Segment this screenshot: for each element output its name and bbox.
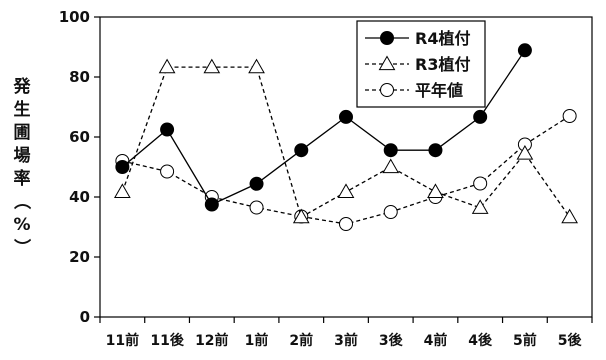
data-point [203, 58, 221, 74]
data-point [204, 197, 219, 212]
y-axis-label-char: 場 [14, 146, 31, 166]
series-3 [115, 109, 577, 231]
x-tick-label: 12前 [195, 332, 228, 349]
series-line [122, 115, 570, 225]
x-tick-label: 5前 [513, 332, 537, 349]
plot-area-frame [99, 16, 593, 318]
y-tick-label: 100 [59, 8, 90, 26]
data-point [115, 160, 130, 174]
legend-label: R4植付 [415, 29, 470, 48]
data-point [160, 164, 175, 179]
data-point [427, 183, 444, 199]
x-tick-label: 3後 [379, 332, 404, 349]
y-tick-label: 0 [80, 308, 90, 326]
y-axis-label-char: 生 [14, 99, 31, 120]
data-point [158, 58, 176, 74]
y-axis-label-char: ） [11, 239, 32, 256]
y-axis-label-char: 率 [14, 168, 31, 189]
data-point [292, 208, 310, 224]
y-axis-label-char: % [13, 215, 30, 235]
data-point [516, 144, 534, 160]
data-point [382, 158, 400, 174]
series-1 [115, 43, 532, 212]
y-axis-label-char: 発 [13, 76, 32, 97]
legend-marker [378, 55, 396, 71]
x-tick-label: 2前 [289, 332, 313, 349]
data-point [383, 143, 398, 158]
y-axis-label-char: （ [11, 193, 32, 210]
legend-box [356, 20, 486, 108]
x-tick-label: 3前 [334, 332, 358, 349]
x-tick-label: 11前 [106, 332, 139, 349]
data-point [561, 208, 578, 224]
series-2 [114, 58, 578, 224]
data-point [471, 199, 489, 214]
legend-marker [380, 31, 394, 45]
x-tick-label: 5後 [558, 332, 583, 349]
x-tick-label: 4前 [424, 332, 448, 349]
y-tick-label: 40 [69, 188, 90, 206]
y-tick-label: 60 [69, 128, 90, 146]
data-point [114, 183, 131, 199]
data-point [249, 200, 264, 215]
y-axis-label-char: 圃 [14, 123, 31, 143]
series-line [121, 49, 526, 206]
y-tick-label: 80 [69, 68, 90, 86]
y-tick-label: 20 [69, 248, 90, 266]
data-point [428, 143, 443, 158]
x-tick-label: 1前 [245, 332, 269, 349]
x-tick-label: 4後 [468, 332, 493, 349]
data-point [473, 176, 488, 191]
data-point [562, 109, 577, 123]
data-point [249, 176, 264, 191]
data-point [473, 109, 488, 124]
data-point [160, 122, 175, 137]
data-point [339, 109, 353, 124]
legend-label: R3植付 [415, 55, 470, 74]
data-point [517, 43, 532, 58]
legend-marker [380, 83, 394, 97]
legend-label: 平年値 [415, 81, 463, 100]
data-point [248, 58, 265, 74]
data-point [337, 183, 355, 199]
data-point [339, 217, 353, 231]
data-point [383, 205, 398, 219]
x-tick-label: 11後 [150, 332, 184, 349]
data-point [294, 143, 309, 158]
